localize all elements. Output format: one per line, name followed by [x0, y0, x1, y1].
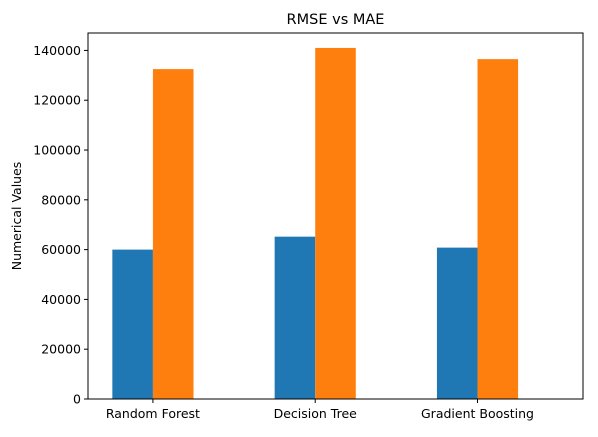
y-tick-label: 140000 [33, 43, 81, 58]
bar-series-1-gradient-boosting [436, 247, 478, 399]
chart-title: RMSE vs MAE [287, 12, 385, 28]
x-tick-label: Random Forest [106, 406, 200, 421]
y-tick-label: 20000 [41, 342, 81, 357]
x-tick-label: Decision Tree [274, 406, 358, 421]
y-tick-label: 80000 [41, 192, 81, 207]
y-tick-label: 100000 [33, 143, 81, 158]
y-tick-label: 0 [73, 392, 81, 407]
y-axis-label: Numerical Values [9, 162, 24, 271]
plot-frame [87, 32, 584, 400]
bar-series-2-decision-tree [315, 47, 356, 399]
bar-series-2-gradient-boosting [477, 59, 519, 400]
bar-series-2-random-forest [152, 69, 194, 399]
y-tick-label: 40000 [41, 292, 81, 307]
bar-series-1-decision-tree [274, 236, 316, 399]
bar-series-1-random-forest [112, 249, 153, 399]
bars-layer [112, 47, 519, 400]
y-tick-label: 120000 [33, 93, 81, 108]
y-tick-label: 60000 [41, 242, 81, 257]
ticks-layer: 0 20000 40000 60000 80000 100000 120000 140000 R… [33, 43, 534, 421]
x-tick-label: Gradient Boosting [421, 406, 534, 421]
